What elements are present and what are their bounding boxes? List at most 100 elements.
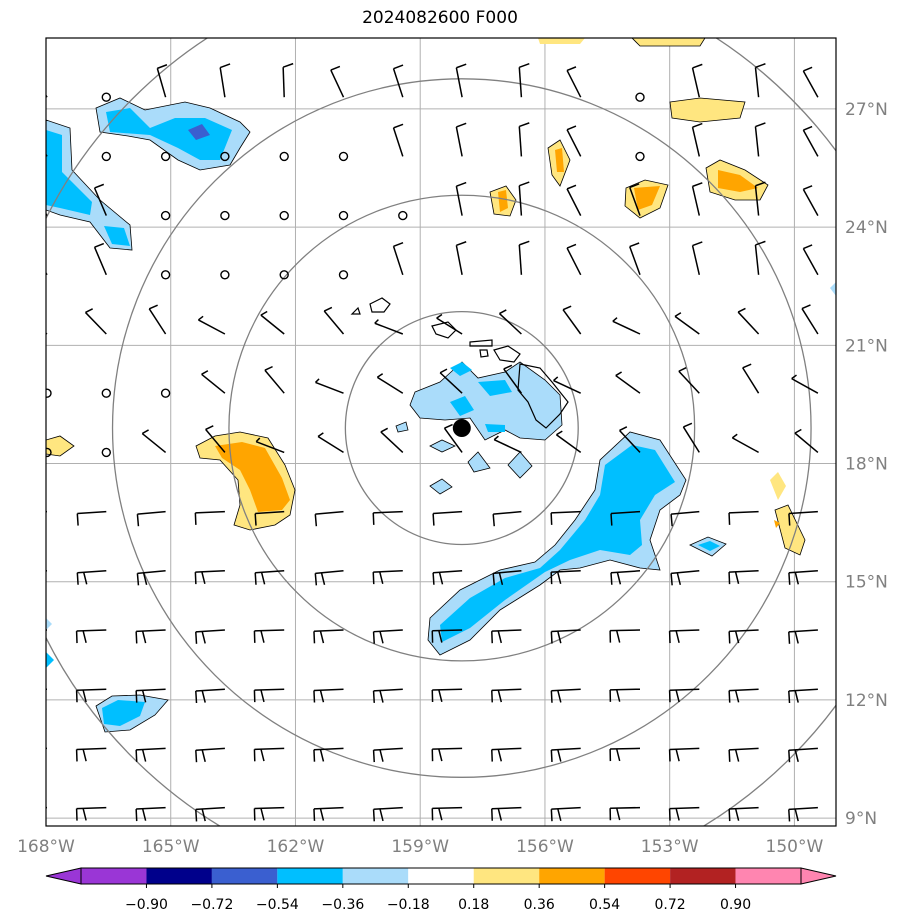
- wind-barb: [609, 747, 641, 762]
- lat-tick-label: 18°N: [845, 455, 888, 475]
- colorbar-label: 0.90: [720, 897, 751, 913]
- wind-barb: [566, 66, 582, 98]
- calm-wind-circle: [338, 270, 349, 280]
- yellow-area-west-edge: [46, 435, 75, 457]
- calm-wind-circle: [160, 151, 171, 162]
- wind-barb: [194, 510, 225, 525]
- wind-barb: [372, 747, 403, 763]
- center-dot: [452, 419, 471, 438]
- wind-barb: [46, 38, 47, 39]
- calm-wind-circle: [220, 151, 230, 162]
- wind-barb: [314, 378, 344, 394]
- lat-tick-label: 24°N: [845, 218, 888, 238]
- wind-barb: [757, 38, 759, 39]
- blue-area-west-low: [46, 652, 54, 668]
- colorbar-label: −0.90: [125, 897, 168, 913]
- blue-area-hawaii-core1: [478, 380, 512, 396]
- colorbar-swatch: [146, 868, 212, 884]
- center-marker: [452, 419, 471, 438]
- calm-wind-circle: [220, 210, 230, 221]
- yellow-area-east2: [774, 504, 806, 556]
- wind-barb: [794, 428, 819, 453]
- wind-barb: [691, 182, 703, 216]
- lat-tick-label: 12°N: [845, 691, 888, 711]
- wind-barb: [691, 63, 703, 98]
- wind-barb: [553, 376, 582, 394]
- wind-barb: [520, 38, 522, 39]
- wind-barb: [392, 241, 404, 276]
- blue-area-east-edge: [830, 282, 836, 296]
- calm-wind-circle: [398, 210, 408, 221]
- wind-barb: [550, 747, 581, 762]
- wind-barb: [728, 510, 759, 525]
- calm-wind-circle: [101, 388, 112, 398]
- wind-barb: [372, 510, 403, 525]
- wind-barb: [788, 688, 818, 704]
- colorbar-label: 0.54: [589, 897, 620, 913]
- wind-barb: [46, 688, 48, 690]
- colorbar-swatch: [670, 868, 736, 884]
- coastline-maui: [493, 345, 521, 363]
- wind-barb: [282, 62, 294, 98]
- wind-barb: [742, 363, 760, 394]
- wind-barb: [135, 688, 166, 703]
- wind-barb: [313, 688, 344, 703]
- blue-area-nw-dark: [188, 124, 210, 140]
- wind-barb: [254, 510, 285, 526]
- wind-barb: [75, 747, 107, 762]
- wind-barb: [141, 429, 167, 453]
- wind-barb: [195, 806, 225, 822]
- wind-barb: [195, 688, 225, 704]
- colorbar-label: −0.36: [321, 897, 364, 913]
- blue-area-hawaii-core2: [450, 396, 474, 416]
- coastline-lanai: [479, 349, 489, 358]
- wind-barb: [75, 688, 107, 703]
- shaded-fields: [46, 38, 836, 733]
- wind-barb: [372, 688, 403, 703]
- wind-barb: [314, 570, 344, 586]
- wind-barb: [728, 629, 759, 644]
- map-title: 2024082600 F000: [362, 8, 518, 28]
- wind-barb: [313, 806, 344, 821]
- wind-barb: [492, 570, 522, 586]
- blue-area-small-c: [507, 451, 533, 479]
- wind-barb: [135, 806, 166, 822]
- wind-barb: [148, 304, 167, 335]
- wind-barb: [550, 510, 581, 525]
- wind-barb: [629, 183, 641, 216]
- wind-barb: [342, 38, 344, 39]
- blue-area-west-small: [104, 226, 130, 246]
- wind-barb: [330, 65, 345, 98]
- wind-barb: [802, 244, 819, 276]
- wind-barb: [610, 510, 641, 526]
- blue-area-small-a: [429, 439, 456, 453]
- coastline-niihau: [350, 306, 361, 315]
- lon-tick-label: 162°W: [267, 837, 325, 857]
- wind-barb: [629, 242, 641, 276]
- colorbar-swatch: [473, 868, 540, 884]
- wind-barb: [392, 64, 404, 98]
- blue-area-east-small-core: [698, 541, 720, 551]
- wind-barb: [802, 125, 819, 157]
- calm-wind-circle: [635, 151, 645, 162]
- wind-barb: [253, 629, 285, 643]
- calm-wind-circle: [338, 210, 349, 221]
- wind-barb: [431, 806, 463, 821]
- blue-area-west-edge: [46, 119, 133, 251]
- blue-area-hawaii-core3: [485, 424, 505, 432]
- wind-barb: [682, 422, 700, 453]
- colorbar-label: 0.18: [458, 897, 489, 913]
- orange-area-west: [215, 442, 290, 512]
- wind-barb: [610, 570, 641, 585]
- wind-barb: [135, 747, 166, 762]
- wind-barb: [46, 271, 48, 276]
- wind-barb: [518, 122, 530, 157]
- wind-barb: [439, 368, 463, 394]
- wind-barb: [492, 510, 522, 527]
- wind-barb: [802, 66, 819, 98]
- colorbar-label: −0.72: [190, 897, 233, 913]
- colorbar-label: 0.36: [524, 897, 555, 913]
- wind-barb: [432, 510, 463, 526]
- range-ring: [344, 310, 579, 546]
- blue-area-hawaii: [409, 361, 563, 441]
